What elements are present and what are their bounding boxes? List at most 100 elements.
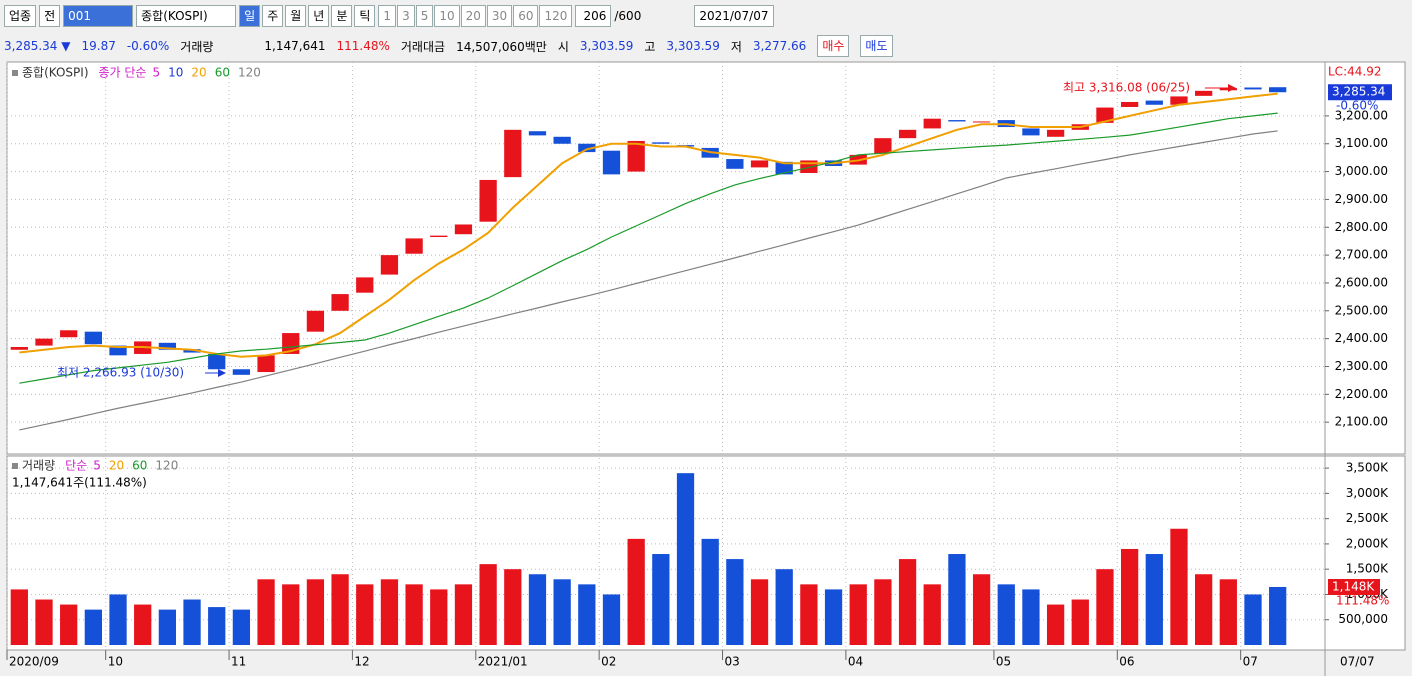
- volume-bar: [1219, 579, 1237, 645]
- toolbar-button[interactable]: 30: [486, 5, 513, 27]
- volume-bar: [775, 569, 793, 645]
- volume-bar: [948, 554, 966, 645]
- y-tick-label: 3,100.00: [1335, 136, 1388, 150]
- volume-bar: [158, 609, 177, 645]
- ma-line: [19, 130, 1278, 431]
- volume-bar: [1071, 599, 1089, 645]
- y-tick-label: 2,100.00: [1335, 415, 1388, 429]
- volume-bar: [1195, 574, 1213, 645]
- legend-label: 종가 단순: [99, 66, 147, 80]
- x-last-date: 07/07: [1340, 655, 1375, 669]
- annotation-arrow: [218, 369, 226, 377]
- label: 고: [644, 39, 656, 54]
- candle: [331, 294, 349, 311]
- volume-ratio: 111.48%: [336, 39, 390, 53]
- volume-bar: [504, 569, 522, 645]
- x-tick-label: 05: [996, 655, 1011, 669]
- candle: [306, 310, 325, 332]
- toolbar-button[interactable]: 년: [308, 5, 330, 27]
- volume-bar: [553, 579, 571, 645]
- volume-bar: [35, 599, 53, 645]
- y-tick-label: 2,200.00: [1335, 387, 1388, 401]
- volume-bar: [1096, 569, 1114, 645]
- all-button[interactable]: 전: [39, 5, 61, 27]
- toolbar-button[interactable]: 120: [539, 5, 573, 27]
- y-tick-label: 2,300.00: [1335, 359, 1388, 373]
- x-tick-label: 2020/09: [9, 655, 59, 669]
- toolbar-button[interactable]: 3: [397, 5, 415, 27]
- buy-button[interactable]: 매수: [817, 35, 850, 57]
- toolbar-button[interactable]: 1: [378, 5, 397, 27]
- candle: [60, 330, 78, 338]
- candle: [1170, 96, 1188, 105]
- y-tick-label: 1,500K: [1346, 562, 1389, 576]
- volume-bar: [972, 574, 991, 645]
- sell-button[interactable]: 매도: [860, 35, 893, 57]
- label: 시: [557, 39, 569, 54]
- amount: 14,507,060백만: [456, 39, 547, 54]
- volume-bar: [923, 584, 941, 645]
- legend-entry: 20: [191, 66, 206, 80]
- low: 3,277.66: [752, 39, 807, 53]
- y-tick-label: 3,200.00: [1335, 108, 1388, 122]
- toolbar-button[interactable]: 분: [331, 5, 353, 27]
- legend-entry: 5: [152, 66, 160, 80]
- candle: [504, 129, 522, 178]
- candle: [158, 342, 177, 350]
- toolbar-button[interactable]: 60: [513, 5, 539, 27]
- toolbar-button[interactable]: 월: [285, 5, 307, 27]
- y-tick-label: 3,000.00: [1335, 164, 1388, 178]
- legend-title: 종합(KOSPI): [22, 66, 89, 80]
- current-pct: -0.60%: [1336, 99, 1378, 113]
- sector-select[interactable]: 업종: [4, 5, 37, 27]
- y-tick-label: 2,800.00: [1335, 220, 1388, 234]
- candle: [1096, 107, 1114, 123]
- y-tick-label: 3,500K: [1346, 461, 1389, 475]
- count-input[interactable]: 206: [575, 5, 612, 27]
- volume-bar: [134, 604, 152, 645]
- toolbar-button[interactable]: 주: [262, 5, 284, 27]
- count-max: /600: [614, 9, 642, 23]
- volume-bar: [60, 604, 78, 645]
- candle: [726, 159, 744, 169]
- candle: [183, 349, 201, 353]
- volume-bar: [602, 594, 621, 645]
- volume-bar: [1244, 594, 1262, 645]
- candle: [1145, 100, 1163, 105]
- candle: [874, 138, 892, 154]
- volume-bar: [183, 599, 201, 645]
- volume-bar: [528, 574, 547, 645]
- toolbar-button[interactable]: 5: [415, 5, 434, 27]
- max-annotation: 최고 3,316.08 (06/25): [1063, 81, 1190, 95]
- x-tick-label: 10: [108, 655, 123, 669]
- min-annotation: 최저 2,266.93 (10/30): [57, 366, 184, 380]
- x-tick-label: 04: [848, 655, 863, 669]
- date-input[interactable]: 2021/07/07: [694, 5, 774, 27]
- toolbar-button[interactable]: 20: [460, 5, 486, 27]
- toolbar-button[interactable]: 10: [434, 5, 460, 27]
- volume-bar: [750, 579, 769, 645]
- code-input[interactable]: 001: [63, 5, 134, 27]
- volume-bar: [479, 564, 497, 645]
- candle: [1244, 87, 1262, 90]
- volume-bar: [627, 538, 645, 645]
- volume-bar: [331, 574, 349, 645]
- x-tick-label: 11: [231, 655, 246, 669]
- toolbar-button[interactable]: 일: [239, 5, 261, 27]
- candle: [232, 369, 251, 375]
- volume-bar: [1269, 586, 1287, 645]
- label: 저: [730, 39, 742, 54]
- volume-bar: [676, 473, 695, 645]
- candle: [35, 338, 53, 346]
- legend-entry: 5: [93, 459, 101, 473]
- current-price-box: [1328, 84, 1392, 101]
- volume-bar: [1170, 528, 1188, 645]
- candle: [405, 238, 423, 254]
- candle: [602, 150, 621, 175]
- toolbar-button[interactable]: 틱: [354, 5, 376, 27]
- x-tick-label: 03: [725, 655, 740, 669]
- x-tick-label: 06: [1119, 655, 1134, 669]
- legend-entry: 60: [132, 459, 147, 473]
